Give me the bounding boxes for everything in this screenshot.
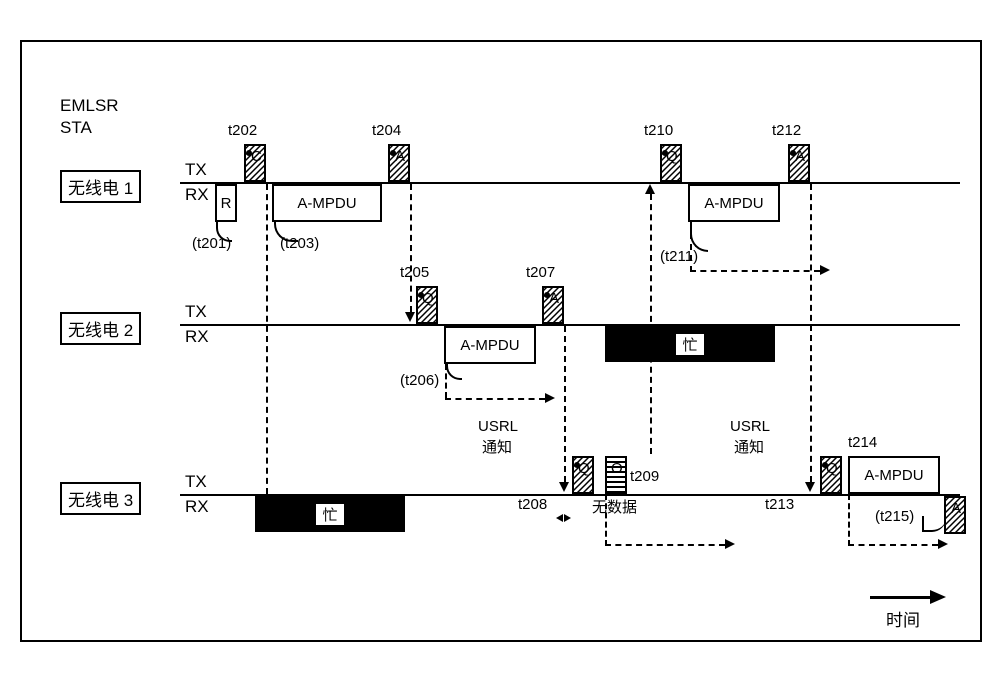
- t213-label: t213: [765, 496, 794, 513]
- radio3-t208-dot: [574, 462, 580, 468]
- radio3-tx-q1-label: Q: [578, 460, 590, 477]
- radio2-t207-dot: [544, 292, 550, 298]
- t209-label: t209: [630, 468, 659, 485]
- t211-label: (t211): [660, 248, 698, 265]
- usrl-label-1a: USRL: [478, 418, 518, 435]
- radio1-tx-c-label: C: [251, 148, 262, 165]
- radio2-t205-label: t205: [400, 264, 429, 281]
- radio1-rx-mpdu2: A-MPDU: [688, 184, 780, 222]
- radio2-rx-label: RX: [185, 327, 209, 347]
- dash-t212-to-r3: [810, 184, 812, 482]
- radio1-t202-dot: [246, 150, 252, 156]
- radio2-tx-q-label: Q: [422, 290, 434, 307]
- radio1-rx-mpdu1-label: A-MPDU: [297, 195, 356, 212]
- dash-t209-range: [605, 544, 725, 546]
- radio1-rx-label: RX: [185, 185, 209, 205]
- arrow-t209-range: [725, 539, 735, 549]
- radio2-rx-mpdu: A-MPDU: [444, 326, 536, 364]
- usrl-label-1b: 通知: [482, 436, 512, 457]
- usrl-label-2a: USRL: [730, 418, 770, 435]
- dash-t204-to-r2: [410, 184, 412, 312]
- radio1-t212-label: t212: [772, 122, 801, 139]
- radio2-axis: [180, 324, 960, 326]
- radio1-rx-r-label: R: [221, 195, 232, 212]
- radio3-tx-o-label: O: [611, 460, 623, 477]
- dash-r2-rangestart: [445, 364, 447, 398]
- radio1-label-box: 无线电 1: [60, 170, 141, 203]
- radio2-label-box: 无线电 2: [60, 312, 141, 345]
- radio3-busy-label: 忙: [316, 504, 343, 525]
- time-axis-label: 时间: [886, 606, 920, 631]
- radio1-rx-mpdu2-label: A-MPDU: [704, 195, 763, 212]
- radio3-label-box: 无线电 3: [60, 482, 141, 515]
- title-sta: STA: [60, 118, 92, 138]
- dash-r2-range: [445, 398, 545, 400]
- dash-t209-start: [605, 494, 607, 546]
- time-arrow-head: [930, 590, 946, 604]
- radio2-tx-a-label: A: [549, 290, 559, 307]
- gap-t208-r: [564, 514, 571, 522]
- dash-t209-to-r1-up: [650, 194, 652, 454]
- radio3-tx-mpdu-label: A-MPDU: [864, 467, 923, 484]
- radio1-rx-r: R: [215, 184, 237, 222]
- radio2-busy: 忙: [605, 326, 775, 362]
- dash-t214-range: [848, 544, 938, 546]
- radio1-rx-mpdu1: A-MPDU: [272, 184, 382, 222]
- radio3-busy: 忙: [255, 496, 405, 532]
- arrow-up-to-r1: [645, 184, 655, 194]
- radio3-t213-dot: [822, 462, 828, 468]
- no-data-label: 无数据: [592, 496, 637, 517]
- radio3-rx-label: RX: [185, 497, 209, 517]
- usrl-label-2b: 通知: [734, 436, 764, 457]
- radio1-t210-dot: [662, 150, 668, 156]
- arrow-r2-range: [545, 393, 555, 403]
- arrow-r1-range2: [820, 265, 830, 275]
- radio1-tx-q1-label: Q: [666, 148, 678, 165]
- radio2-busy-label: 忙: [676, 334, 703, 355]
- time-arrow-line: [870, 596, 930, 599]
- radio1-tx-a2-label: A: [795, 148, 805, 165]
- dash-t214-start: [848, 494, 850, 546]
- arrow-t204-down: [405, 312, 415, 322]
- radio2-t207-label: t207: [526, 264, 555, 281]
- arrow-t212-down: [805, 482, 815, 492]
- radio3-tx-label: TX: [185, 472, 207, 492]
- radio1-t202-label: t202: [228, 122, 257, 139]
- radio3-tx-mpdu: A-MPDU: [848, 456, 940, 494]
- diagram-canvas: EMLSR STA 无线电 1 TX RX R C t202 A-MPDU A …: [0, 0, 1000, 676]
- t214-label: t214: [848, 434, 877, 451]
- dash-after-c: [266, 184, 268, 494]
- dash-r1-range2-start: [690, 222, 692, 272]
- radio2-t205-dot: [418, 292, 424, 298]
- radio1-t204-label: t204: [372, 122, 401, 139]
- dash-t207-to-r3: [564, 326, 566, 482]
- radio2-tx-label: TX: [185, 302, 207, 322]
- arrow-t207-down: [559, 482, 569, 492]
- arrow-t214-range: [938, 539, 948, 549]
- radio3-label: 无线电 3: [68, 486, 133, 511]
- radio1-tx-label: TX: [185, 160, 207, 180]
- radio1-tx-a1-label: A: [395, 148, 405, 165]
- title-emlsr: EMLSR: [60, 96, 119, 116]
- t208-label: t208: [518, 496, 547, 513]
- radio2-label: 无线电 2: [68, 316, 133, 341]
- t215-label: (t215): [875, 508, 914, 525]
- radio3-tx-q2-label: Q: [826, 460, 838, 477]
- gap-t208-l: [556, 514, 563, 522]
- radio1-t210-label: t210: [644, 122, 673, 139]
- radio1-t212-dot: [790, 150, 796, 156]
- radio1-t204-dot: [390, 150, 396, 156]
- radio1-label: 无线电 1: [68, 174, 133, 199]
- t206-label: (t206): [400, 372, 439, 389]
- radio2-rx-mpdu-label: A-MPDU: [460, 337, 519, 354]
- dash-r1-range2: [690, 270, 820, 272]
- radio3-rx-a-label: A: [951, 500, 961, 517]
